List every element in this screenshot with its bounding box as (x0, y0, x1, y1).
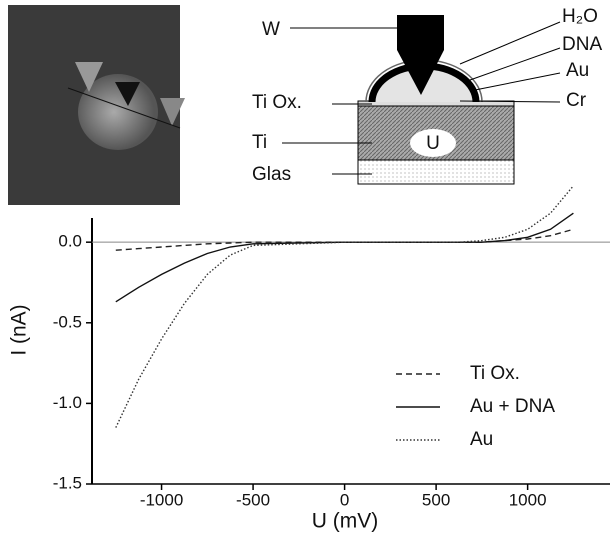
photo-inset (8, 5, 185, 205)
annotation: W (262, 19, 280, 40)
y-tick-label: -1.5 (53, 473, 82, 492)
annotation: U (426, 133, 440, 154)
annotation: Cr (566, 90, 587, 111)
y-tick-label: -0.5 (53, 312, 82, 331)
annotation: H₂O (562, 6, 598, 27)
series-line (116, 186, 574, 428)
x-tick-label: -1000 (140, 490, 183, 509)
x-tick-label: 500 (422, 490, 450, 509)
series-line (116, 213, 574, 302)
annotation: Ti Ox. (252, 92, 302, 113)
figure: W H₂O DNA Au Cr Ti Ox. Ti U Glas U (mV) … (0, 0, 616, 539)
x-tick-label: -500 (236, 490, 270, 509)
y-tick-label: -1.0 (53, 393, 82, 412)
series-line (116, 229, 574, 250)
annotation: Ti (252, 132, 267, 153)
annotation: Au (566, 60, 589, 81)
x-tick-label: 0 (340, 490, 349, 509)
legend-label: Ti Ox. (470, 363, 520, 384)
annotation: DNA (562, 34, 602, 55)
y-tick-label: 0.0 (58, 232, 82, 251)
legend-label: Au (470, 429, 493, 450)
x-axis-label: U (mV) (312, 510, 379, 533)
legend-label: Au + DNA (470, 396, 555, 417)
y-axis-label: I (nA) (8, 304, 31, 355)
annotation: Glas (252, 164, 291, 185)
x-tick-label: 1000 (509, 490, 547, 509)
schematic: W H₂O DNA Au Cr Ti Ox. Ti U Glas (252, 6, 602, 185)
